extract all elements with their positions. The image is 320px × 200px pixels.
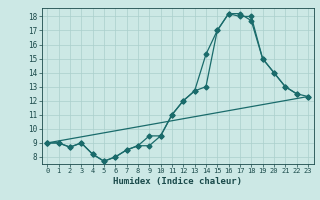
X-axis label: Humidex (Indice chaleur): Humidex (Indice chaleur) — [113, 177, 242, 186]
